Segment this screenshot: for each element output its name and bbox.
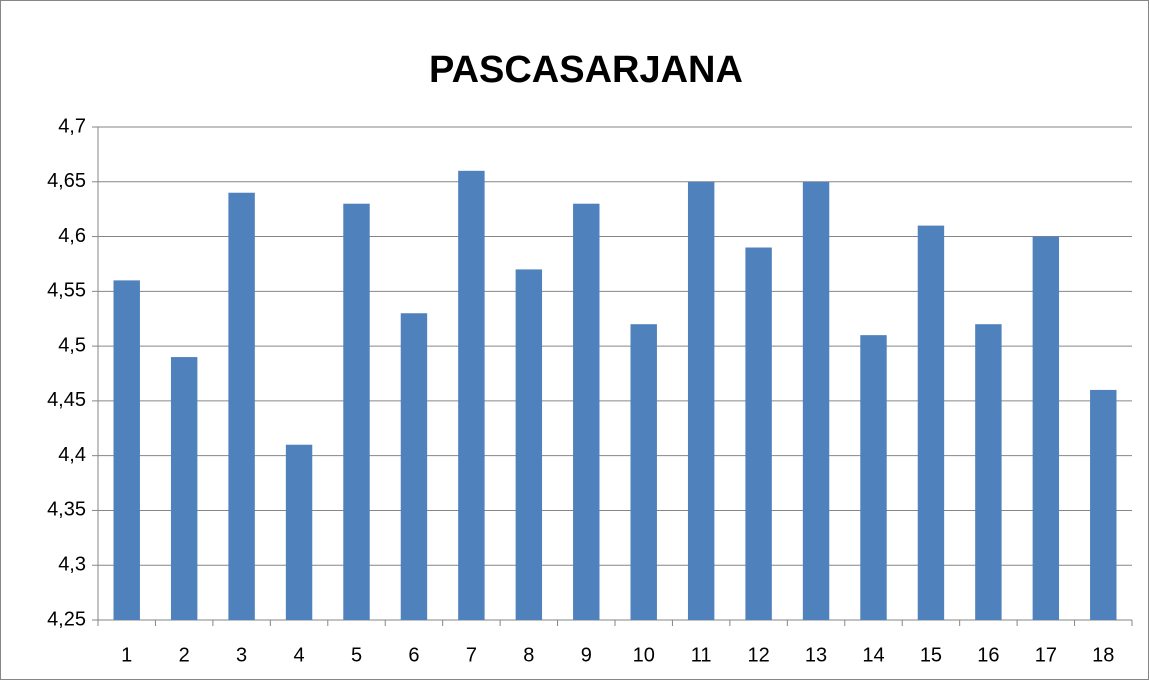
y-tick-label: 4,45: [47, 389, 86, 411]
bar: [458, 170, 485, 621]
bar: [113, 280, 140, 620]
x-tick-label: 3: [236, 644, 247, 666]
y-tick-label: 4,4: [58, 444, 86, 466]
bar: [400, 313, 428, 620]
bar: [687, 181, 715, 620]
bar: [343, 203, 370, 620]
chart-title: PASCASARJANA: [429, 49, 743, 91]
x-tick-label: 17: [1035, 644, 1057, 666]
x-tick-label: 8: [523, 644, 534, 666]
y-tick-label: 4,65: [47, 170, 86, 192]
y-tick-label: 4,25: [47, 608, 86, 630]
x-tick-label: 2: [179, 644, 190, 666]
y-tick-label: 4,3: [58, 554, 86, 576]
bar: [802, 181, 830, 620]
x-tick-label: 12: [747, 644, 769, 666]
x-tick-label: 4: [293, 644, 304, 666]
bar: [1032, 236, 1060, 621]
bar: [860, 335, 887, 620]
y-tick-label: 4,35: [47, 499, 86, 521]
x-tick-label: 16: [977, 644, 999, 666]
x-tick-label: 10: [633, 644, 655, 666]
x-tick-label: 6: [408, 644, 419, 666]
y-tick-label: 4,55: [47, 280, 86, 302]
bar: [917, 225, 945, 620]
bar: [285, 444, 313, 620]
x-tick-label: 5: [351, 644, 362, 666]
bar: [515, 269, 543, 620]
x-tick-label: 14: [862, 644, 884, 666]
bar: [1090, 389, 1117, 620]
x-tick-label: 9: [581, 644, 592, 666]
bar: [745, 247, 772, 620]
bar: [228, 192, 255, 620]
bar: [975, 324, 1002, 620]
y-tick-label: 4,6: [58, 225, 86, 247]
x-tick-label: 18: [1092, 644, 1114, 666]
x-tick-label: 7: [466, 644, 477, 666]
bar: [630, 324, 657, 620]
bar: [573, 203, 600, 620]
x-tick-label: 1: [121, 644, 132, 666]
x-tick-label: 13: [805, 644, 827, 666]
x-tick-label: 11: [691, 644, 712, 666]
bar: [170, 357, 198, 620]
y-tick-label: 4,7: [58, 115, 86, 137]
y-tick-label: 4,5: [58, 334, 86, 356]
x-tick-label: 15: [920, 644, 942, 666]
